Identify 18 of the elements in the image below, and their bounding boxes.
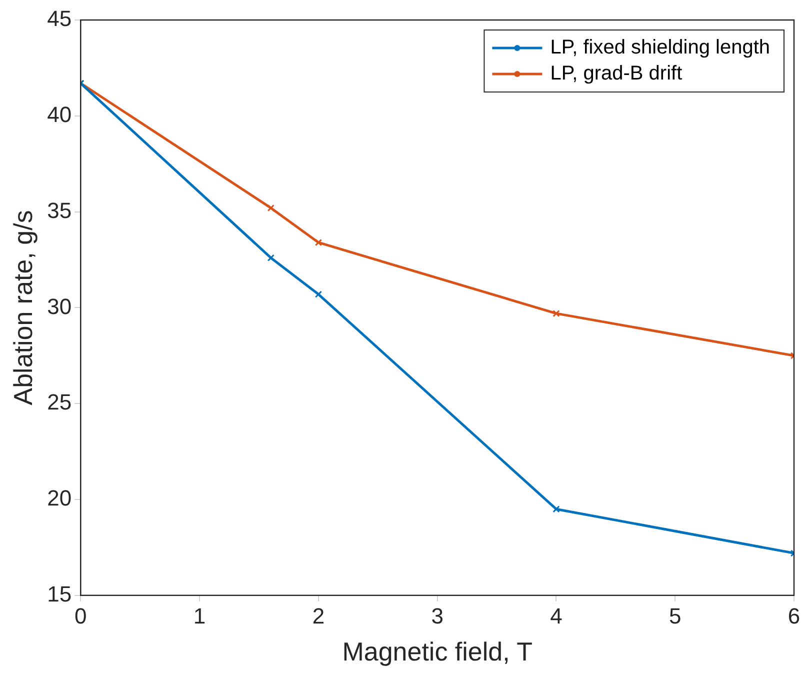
y-tick-label: 35 (47, 198, 72, 223)
y-axis-title: Ablation rate, g/s (8, 210, 38, 406)
y-tick-label: 15 (47, 581, 72, 606)
x-axis-title: Magnetic field, T (342, 636, 533, 667)
y-tick-label: 25 (47, 390, 72, 415)
x-tick-label: 3 (431, 604, 444, 629)
x-tick-label: 6 (788, 604, 800, 629)
x-tick-label: 5 (668, 604, 682, 629)
legend-label: LP, fixed shielding length (550, 36, 770, 59)
y-tick-label: 20 (47, 486, 72, 511)
y-tick-label: 30 (47, 294, 72, 319)
x-tick-label: 2 (312, 604, 325, 629)
x-tick-label: 1 (193, 604, 206, 629)
x-tick-label: 4 (550, 604, 562, 629)
x-tick-label: 0 (74, 604, 87, 629)
y-tick-label: 40 (47, 102, 72, 127)
legend-label: LP, grad-B drift (550, 62, 683, 85)
y-tick-label: 45 (47, 6, 72, 32)
